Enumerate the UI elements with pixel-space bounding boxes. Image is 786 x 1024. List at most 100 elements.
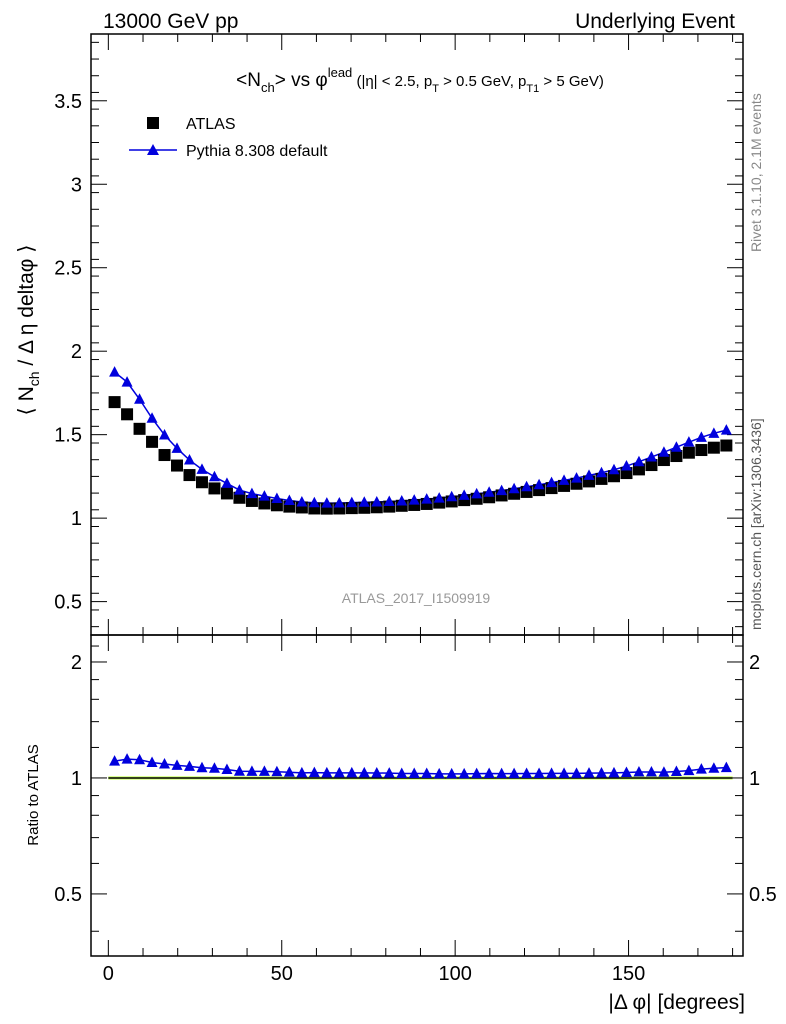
pythia-data-point	[508, 482, 520, 494]
pythia-data-point	[446, 490, 458, 502]
pythia-data-point	[521, 480, 533, 492]
title-sub-t1: T1	[526, 83, 539, 95]
title-sub-ch: ch	[261, 80, 275, 95]
atlas-data-point	[195, 476, 208, 489]
atlas-data-point	[121, 408, 134, 421]
ratio-pythia-point	[633, 766, 645, 777]
ratio-pythia-point	[333, 766, 345, 778]
ratio-panel-frame	[90, 634, 744, 957]
ratio-pythia-point	[296, 766, 308, 778]
pythia-data-point	[134, 393, 146, 404]
atlas-data-point	[707, 441, 720, 454]
pythia-data-point	[346, 496, 358, 508]
ratio-pythia-point	[171, 759, 183, 770]
pythia-data-point	[146, 412, 158, 423]
pythia-data-point	[258, 490, 270, 501]
atlas-data-point	[370, 501, 383, 514]
atlas-data-point	[682, 446, 695, 459]
ratio-pythia-point	[146, 756, 158, 767]
pythia-data-point	[571, 472, 583, 483]
ratio-pythia-point	[571, 767, 583, 778]
main-y-tick-label: 1	[71, 508, 82, 530]
title-part-d: > 0.5 GeV, p	[439, 73, 526, 90]
pythia-data-point	[159, 429, 171, 440]
ylabel-sub-ch: ch	[26, 371, 42, 386]
pythia-data-point	[333, 496, 345, 508]
ratio-pythia-point	[308, 766, 320, 778]
atlas-data-point	[233, 491, 246, 504]
x-tick-label: 0	[103, 963, 114, 985]
plot-title: <Nch> vs φlead (|η| < 2.5, pT > 0.5 GeV,…	[236, 65, 604, 95]
legend: ATLAS Pythia 8.308 default	[129, 116, 328, 160]
pythia-data-point	[208, 470, 220, 482]
pythia-data-point	[383, 495, 395, 506]
pythia-data-point	[496, 484, 508, 496]
header-right: Underlying Event	[575, 10, 735, 33]
ratio-axis-ticks: 0.5 0.5 1 1 2 2 0 50 100 150	[54, 635, 777, 985]
atlas-data-point	[146, 435, 159, 448]
atlas-data-point	[670, 450, 683, 463]
ratio-pythia-point	[496, 767, 508, 779]
ratio-pythia-point	[446, 767, 458, 779]
pythia-data-point	[633, 455, 645, 467]
ratio-pythia-point	[533, 767, 545, 778]
title-part-e: > 5 GeV)	[539, 73, 604, 90]
ratio-pythia-point	[546, 767, 558, 778]
ratio-pythia-point	[134, 753, 146, 765]
header-left: 13000 GeV pp	[103, 10, 238, 33]
ratio-pythia-point	[458, 767, 470, 779]
ratio-pythia-point	[708, 762, 720, 773]
pythia-data-point	[109, 366, 121, 377]
ratio-pythia-point	[358, 766, 370, 778]
ratio-pythia-point	[658, 766, 670, 777]
main-y-tick-label: 2.5	[54, 258, 82, 280]
pythia-data-point	[321, 497, 333, 508]
ratio-pythia-point	[670, 765, 682, 777]
ratio-pythia-point	[558, 767, 570, 778]
ratio-pythia-point	[645, 766, 657, 777]
ratio-pythia-point	[233, 765, 245, 776]
legend-atlas-label: ATLAS	[186, 116, 236, 133]
ratio-pythia-point	[109, 755, 121, 766]
pythia-data-point	[358, 496, 370, 507]
ratio-y-tick-label-left: 2	[71, 652, 82, 674]
ratio-y-tick-label-right: 2	[749, 652, 760, 674]
pythia-data-point	[720, 424, 732, 435]
pythia-data-point	[458, 489, 470, 500]
legend-pythia-label: Pythia 8.308 default	[186, 143, 328, 160]
ratio-pythia-point	[521, 767, 533, 778]
pythia-data-point	[421, 493, 433, 504]
pythia-data-point	[695, 431, 707, 442]
pythia-data-point	[433, 492, 445, 503]
ratio-series-layer	[109, 753, 732, 779]
atlas-data-point	[245, 494, 258, 507]
ratio-pythia-point	[271, 765, 283, 777]
x-tick-label: 100	[438, 963, 471, 985]
x-tick-label: 50	[271, 963, 293, 985]
pythia-data-point	[683, 436, 695, 447]
pythia-data-point	[620, 460, 632, 471]
atlas-data-point	[632, 463, 645, 476]
ratio-reference-band	[108, 776, 733, 780]
pythia-data-point	[233, 484, 245, 495]
ylabel-part-b: / Δ η deltaφ ⟩	[15, 245, 38, 372]
pythia-data-point	[483, 486, 495, 497]
main-y-tick-label: 1.5	[54, 425, 82, 447]
atlas-data-point	[220, 487, 233, 500]
ratio-y-tick-label-left: 1	[71, 768, 82, 790]
ratio-pythia-point	[208, 762, 220, 773]
ratio-y-tick-label-left: 0.5	[54, 884, 82, 906]
pythia-data-point	[396, 494, 408, 506]
pythia-data-point	[583, 469, 595, 480]
rivet-label: Rivet 3.1.10, 2.1M events	[748, 93, 764, 252]
analysis-label: ATLAS_2017_I1509919	[342, 590, 491, 606]
ratio-pythia-point	[583, 767, 595, 778]
ratio-pythia-point	[183, 760, 195, 771]
atlas-data-point	[133, 422, 146, 435]
ratio-pythia-point	[396, 767, 408, 778]
pythia-data-point	[596, 466, 608, 478]
pythia-data-point	[246, 487, 258, 499]
pythia-data-point	[558, 474, 570, 485]
pythia-data-point	[183, 454, 195, 465]
